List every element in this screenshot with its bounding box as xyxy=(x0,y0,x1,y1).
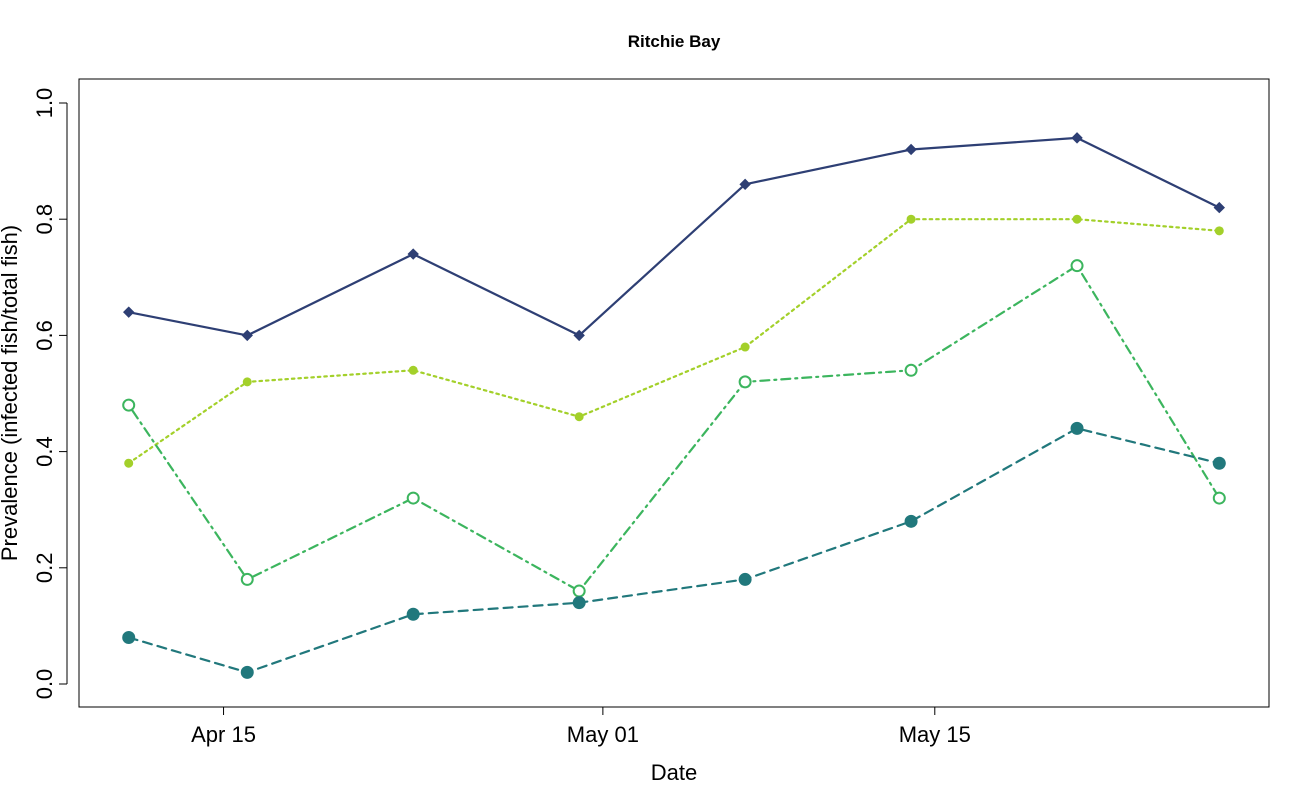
data-point xyxy=(1070,421,1084,435)
series-1-line xyxy=(127,136,1221,337)
y-tick-label: 0.6 xyxy=(32,320,57,351)
series-4 xyxy=(122,421,1226,679)
y-tick-label: 0.2 xyxy=(32,553,57,584)
y-tick-label: 1.0 xyxy=(32,88,57,119)
data-point xyxy=(1071,132,1083,144)
y-axis-label: Prevalence (infected fish/total fish) xyxy=(0,225,22,561)
data-point xyxy=(738,572,752,586)
x-axis-label: Date xyxy=(651,760,697,785)
x-axis: Apr 15 May 01 May 15 xyxy=(191,706,971,747)
data-point xyxy=(1070,259,1084,273)
data-point xyxy=(407,248,419,260)
data-point xyxy=(406,607,420,621)
data-point xyxy=(124,458,134,468)
series-2-line xyxy=(127,218,1221,465)
data-point xyxy=(240,572,254,586)
series-layer xyxy=(122,132,1226,679)
x-tick-label: May 01 xyxy=(567,722,639,747)
series-4-line xyxy=(127,427,1221,674)
data-point xyxy=(122,398,136,412)
data-point xyxy=(739,178,751,191)
y-tick-label: 0.0 xyxy=(32,669,57,700)
data-point xyxy=(1212,491,1226,505)
data-point xyxy=(573,329,585,342)
series-3 xyxy=(122,259,1226,598)
series-2 xyxy=(124,214,1224,468)
data-point xyxy=(242,377,252,387)
data-point xyxy=(904,363,918,377)
y-tick-label: 0.8 xyxy=(32,204,57,235)
y-axis: 0.0 0.2 0.4 0.6 0.8 1.0 xyxy=(32,88,68,700)
x-tick-label: Apr 15 xyxy=(191,722,256,747)
y-tick-label: 0.4 xyxy=(32,436,57,467)
data-point xyxy=(406,491,420,505)
data-point xyxy=(904,514,918,528)
data-point xyxy=(738,375,752,389)
x-tick-label: May 15 xyxy=(899,722,971,747)
data-point xyxy=(905,143,917,156)
data-point xyxy=(240,665,254,679)
data-point xyxy=(123,306,135,318)
data-point xyxy=(572,596,586,610)
data-point xyxy=(740,342,750,352)
chart-title: Ritchie Bay xyxy=(628,32,721,51)
plot-area-frame xyxy=(78,78,1270,708)
data-point xyxy=(1214,226,1224,236)
data-point xyxy=(1212,456,1226,470)
data-point xyxy=(241,329,253,342)
data-point xyxy=(574,412,584,422)
data-point xyxy=(572,584,586,598)
data-point xyxy=(1072,214,1082,224)
data-point xyxy=(408,365,418,375)
data-point xyxy=(906,214,916,224)
series-3-line xyxy=(127,264,1221,593)
series-1 xyxy=(123,132,1225,342)
data-point xyxy=(1213,201,1225,214)
data-point xyxy=(122,631,136,645)
